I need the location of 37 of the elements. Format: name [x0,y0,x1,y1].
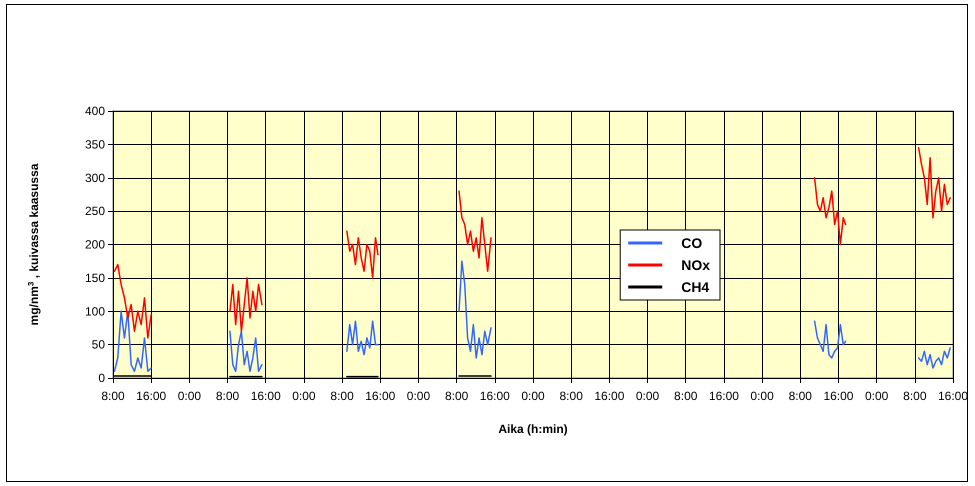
legend-label: CH4 [681,279,710,295]
y-axis-title: mg/nm3 , kuivassa kaasussa [26,163,41,326]
x-tick-label: 8:00 [674,389,698,403]
x-tick-label: 16:00 [365,389,396,403]
x-tick-label: 8:00 [101,389,125,403]
legend-label: NOx [681,257,710,273]
y-tick-label: 50 [92,338,106,352]
x-tick-label: 16:00 [250,389,282,403]
x-tick-label: 0:00 [864,389,889,403]
legend-label: CO [681,235,702,251]
x-tick-label: 8:00 [330,389,354,403]
x-axis-title: Aika (h:min) [498,422,568,436]
x-tick-label: 0:00 [521,389,545,403]
y-tick-label: 200 [84,238,106,252]
x-tick-label: 8:00 [903,389,927,403]
x-tick-label: 16:00 [938,389,968,403]
x-tick-label: 0:00 [406,389,430,403]
x-tick-label: 8:00 [788,389,812,403]
y-tick-label: 100 [84,304,106,318]
y-tick-label: 250 [84,204,106,218]
y-tick-label: 400 [84,104,106,118]
x-tick-label: 16:00 [823,389,854,403]
y-tick-label: 300 [84,170,106,185]
x-tick-label: 0:00 [178,389,202,403]
x-tick-label: 16:00 [480,389,510,403]
x-tick-label: 8:00 [444,389,469,403]
x-tick-label: 16:00 [136,389,167,403]
y-tick-label: 350 [84,137,106,152]
x-tick-label: 0:00 [750,389,774,403]
x-tick-label: 8:00 [216,389,240,403]
y-tick-label: 150 [84,270,106,285]
x-tick-label: 16:00 [594,389,625,403]
x-tick-label: 0:00 [292,389,316,403]
x-tick-label: 8:00 [560,389,584,403]
x-tick-label: 0:00 [636,389,660,403]
x-tick-label: 16:00 [708,389,740,403]
y-tick-label: 0 [98,371,106,385]
